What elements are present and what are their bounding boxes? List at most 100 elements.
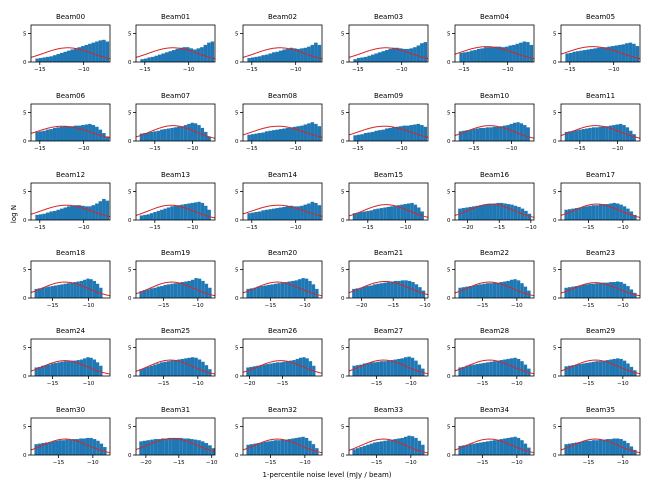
histogram-bar	[373, 442, 377, 455]
histogram-bar	[252, 366, 257, 376]
histogram-bar	[156, 130, 161, 141]
histogram-panel-26: −20 −15 0 5 Beam26	[235, 327, 323, 387]
histogram-bar	[383, 440, 387, 455]
histogram-bar	[622, 206, 627, 220]
histogram-bar	[498, 46, 502, 62]
axes-frame	[454, 417, 535, 456]
histogram-bar	[485, 362, 490, 376]
x-tick-label: −10	[617, 460, 629, 466]
histogram-bar	[602, 360, 606, 376]
histogram-bar	[166, 128, 171, 141]
histogram-bar	[367, 55, 371, 62]
histogram-bar	[34, 444, 38, 455]
histogram-bar	[308, 440, 312, 455]
plot-area	[455, 357, 534, 376]
histogram-bar	[166, 207, 171, 220]
histogram-bar	[386, 360, 391, 376]
histogram-bar	[465, 130, 469, 141]
histogram-bar	[369, 362, 374, 376]
histogram-bar	[163, 361, 167, 376]
histogram-bar	[180, 282, 185, 298]
histogram-bar	[494, 46, 499, 62]
gaussian-fit-line	[455, 203, 534, 218]
histogram-bar	[578, 441, 582, 455]
histogram-bar	[207, 209, 211, 220]
histogram-bar	[271, 130, 276, 141]
x-tick-label: −10	[299, 460, 311, 466]
y-tick-label: 5	[23, 190, 27, 196]
plot-area	[243, 278, 322, 298]
histogram-bar	[473, 50, 477, 62]
y-tick-label: 5	[341, 268, 345, 274]
x-tick-label: −15	[477, 303, 489, 309]
histogram-bar	[510, 204, 514, 220]
histogram-bar	[506, 437, 510, 455]
histogram-bar	[304, 278, 309, 298]
histogram-bar	[247, 58, 251, 62]
histogram-panel-15: −15 −10 0 5 Beam15	[341, 171, 429, 231]
histogram-bar	[99, 443, 104, 455]
histogram-bar	[270, 440, 274, 455]
histogram-bar	[300, 125, 304, 141]
gaussian-fit-line	[455, 281, 534, 297]
histogram-bar	[609, 282, 613, 298]
plot-area	[561, 438, 640, 455]
histogram-bar	[250, 134, 255, 141]
histogram-bar	[60, 361, 64, 376]
plot-area	[349, 435, 428, 455]
histogram-bar	[520, 440, 524, 455]
histogram-bar	[182, 47, 187, 62]
gaussian-fit-line	[243, 204, 322, 217]
histogram-bar	[264, 54, 269, 62]
histogram-bar	[369, 285, 374, 298]
histogram-bar	[170, 127, 174, 141]
histogram-bar	[591, 440, 596, 455]
histogram-panel-10: −15 −10 0 5 Beam10	[447, 92, 535, 152]
histogram-bar	[513, 436, 517, 455]
gaussian-fit-line	[561, 282, 640, 297]
histogram-bar	[612, 438, 616, 455]
histogram-bar	[417, 364, 422, 376]
histogram-bar	[373, 362, 377, 376]
x-tick-label: −15	[34, 225, 46, 231]
histogram-bar	[72, 439, 76, 455]
histogram-bar	[367, 132, 371, 141]
histogram-bar	[409, 48, 414, 62]
histogram-bar	[303, 47, 308, 62]
histogram-bar	[153, 212, 157, 220]
panel-title: Beam11	[586, 92, 615, 100]
histogram-bar	[261, 55, 265, 62]
histogram-bar	[356, 134, 361, 141]
plot-area	[561, 281, 640, 298]
histogram-bar	[513, 357, 517, 376]
histogram-bar	[581, 129, 586, 141]
histogram-bar	[377, 130, 382, 141]
axes-frame	[348, 417, 429, 456]
x-tick-label: −15	[477, 381, 489, 387]
histogram-bar	[291, 280, 295, 298]
panel-title: Beam03	[374, 13, 403, 21]
plot-area	[349, 356, 428, 376]
histogram-bar	[279, 362, 283, 376]
histogram-bar	[515, 43, 520, 62]
axes-frame	[348, 338, 429, 377]
histogram-bar	[406, 203, 411, 220]
x-tick-label: −10	[502, 67, 514, 73]
histogram-bar	[250, 212, 255, 220]
y-tick-label: 5	[23, 425, 27, 431]
histogram-bar	[402, 125, 407, 141]
gaussian-fit-line	[31, 360, 110, 375]
histogram-bar	[458, 208, 462, 220]
histogram-bar	[366, 362, 370, 376]
histogram-bar	[414, 360, 418, 376]
y-tick-label: 5	[235, 190, 239, 196]
histogram-bar	[79, 438, 83, 455]
histogram-bar	[143, 214, 147, 220]
histogram-bar	[246, 367, 250, 376]
histogram-bar	[149, 131, 154, 141]
histogram-bar	[615, 281, 620, 298]
y-tick-label: 0	[553, 296, 557, 302]
y-tick-label: 0	[447, 374, 451, 380]
histogram-bar	[585, 284, 589, 298]
x-tick-label: −10	[511, 381, 523, 387]
